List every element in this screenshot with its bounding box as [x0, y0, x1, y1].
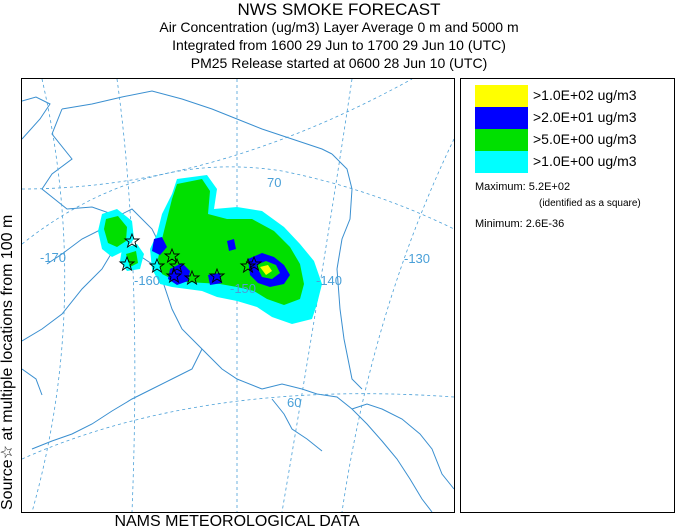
source-star: [148, 257, 166, 274]
source-star: [183, 269, 201, 286]
source-star: [245, 255, 263, 272]
legend-swatch-yellow: [475, 85, 528, 107]
legend-label: >5.0E+00 ug/m3: [533, 131, 637, 147]
plume-yellow: [260, 265, 272, 275]
source-star: [208, 267, 226, 284]
release-start: PM25 Release started at 0600 28 Jun 10 (…: [190, 55, 488, 71]
legend-swatch-green: [475, 129, 528, 151]
source-star: [168, 257, 186, 274]
integration-period: Integrated from 1600 29 Jun to 1700 29 J…: [172, 37, 506, 53]
label-lon160: -160: [134, 273, 160, 288]
legend-item: >5.0E+00 ug/m3: [475, 129, 670, 151]
coastlines: [22, 90, 454, 512]
legend-maximum-note: (identified as a square): [539, 198, 641, 209]
legend-label: >1.0E+00 ug/m3: [533, 153, 637, 169]
label-lon140: -140: [316, 273, 342, 288]
graticule-labels: 70 60 -170 -160 -150 -140 -130: [40, 175, 430, 410]
forecast-title: NWS SMOKE FORECAST: [237, 0, 441, 19]
map-canvas: 70 60 -170 -160 -150 -140 -130: [22, 79, 454, 512]
legend-label: >2.0E+01 ug/m3: [533, 109, 637, 125]
source-label: Source☆ at multiple locations from 100 m: [0, 214, 16, 510]
label-lon150: -150: [230, 281, 256, 296]
source-star: [118, 255, 136, 272]
label-lat60: 60: [287, 395, 301, 410]
legend-minimum: Minimum: 2.6E-36: [475, 218, 565, 230]
source-markers: [118, 232, 263, 286]
source-star: [123, 232, 141, 249]
label-lon130: -130: [404, 251, 430, 266]
legend-swatch-blue: [475, 107, 528, 129]
legend-item: >2.0E+01 ug/m3: [475, 107, 670, 129]
legend-item: >1.0E+00 ug/m3: [475, 151, 670, 173]
legend-maximum: Maximum: 5.2E+02: [475, 181, 571, 193]
legend-item: >1.0E+02 ug/m3: [475, 85, 670, 107]
label-lon170: -170: [40, 250, 66, 265]
smoke-map[interactable]: 70 60 -170 -160 -150 -140 -130: [21, 78, 455, 513]
label-lat70: 70: [267, 175, 281, 190]
legend-label: >1.0E+02 ug/m3: [533, 87, 637, 103]
source-star: [163, 247, 181, 264]
concentration-description: Air Concentration (ug/m3) Layer Average …: [159, 19, 519, 35]
legend-swatch-cyan: [475, 151, 528, 173]
concentration-legend: >1.0E+02 ug/m3 >2.0E+01 ug/m3 >5.0E+00 u…: [460, 78, 675, 513]
meteorological-data-label: NAMS METEOROLOGICAL DATA: [114, 513, 360, 530]
source-star: [165, 267, 183, 284]
source-star: [239, 257, 257, 274]
